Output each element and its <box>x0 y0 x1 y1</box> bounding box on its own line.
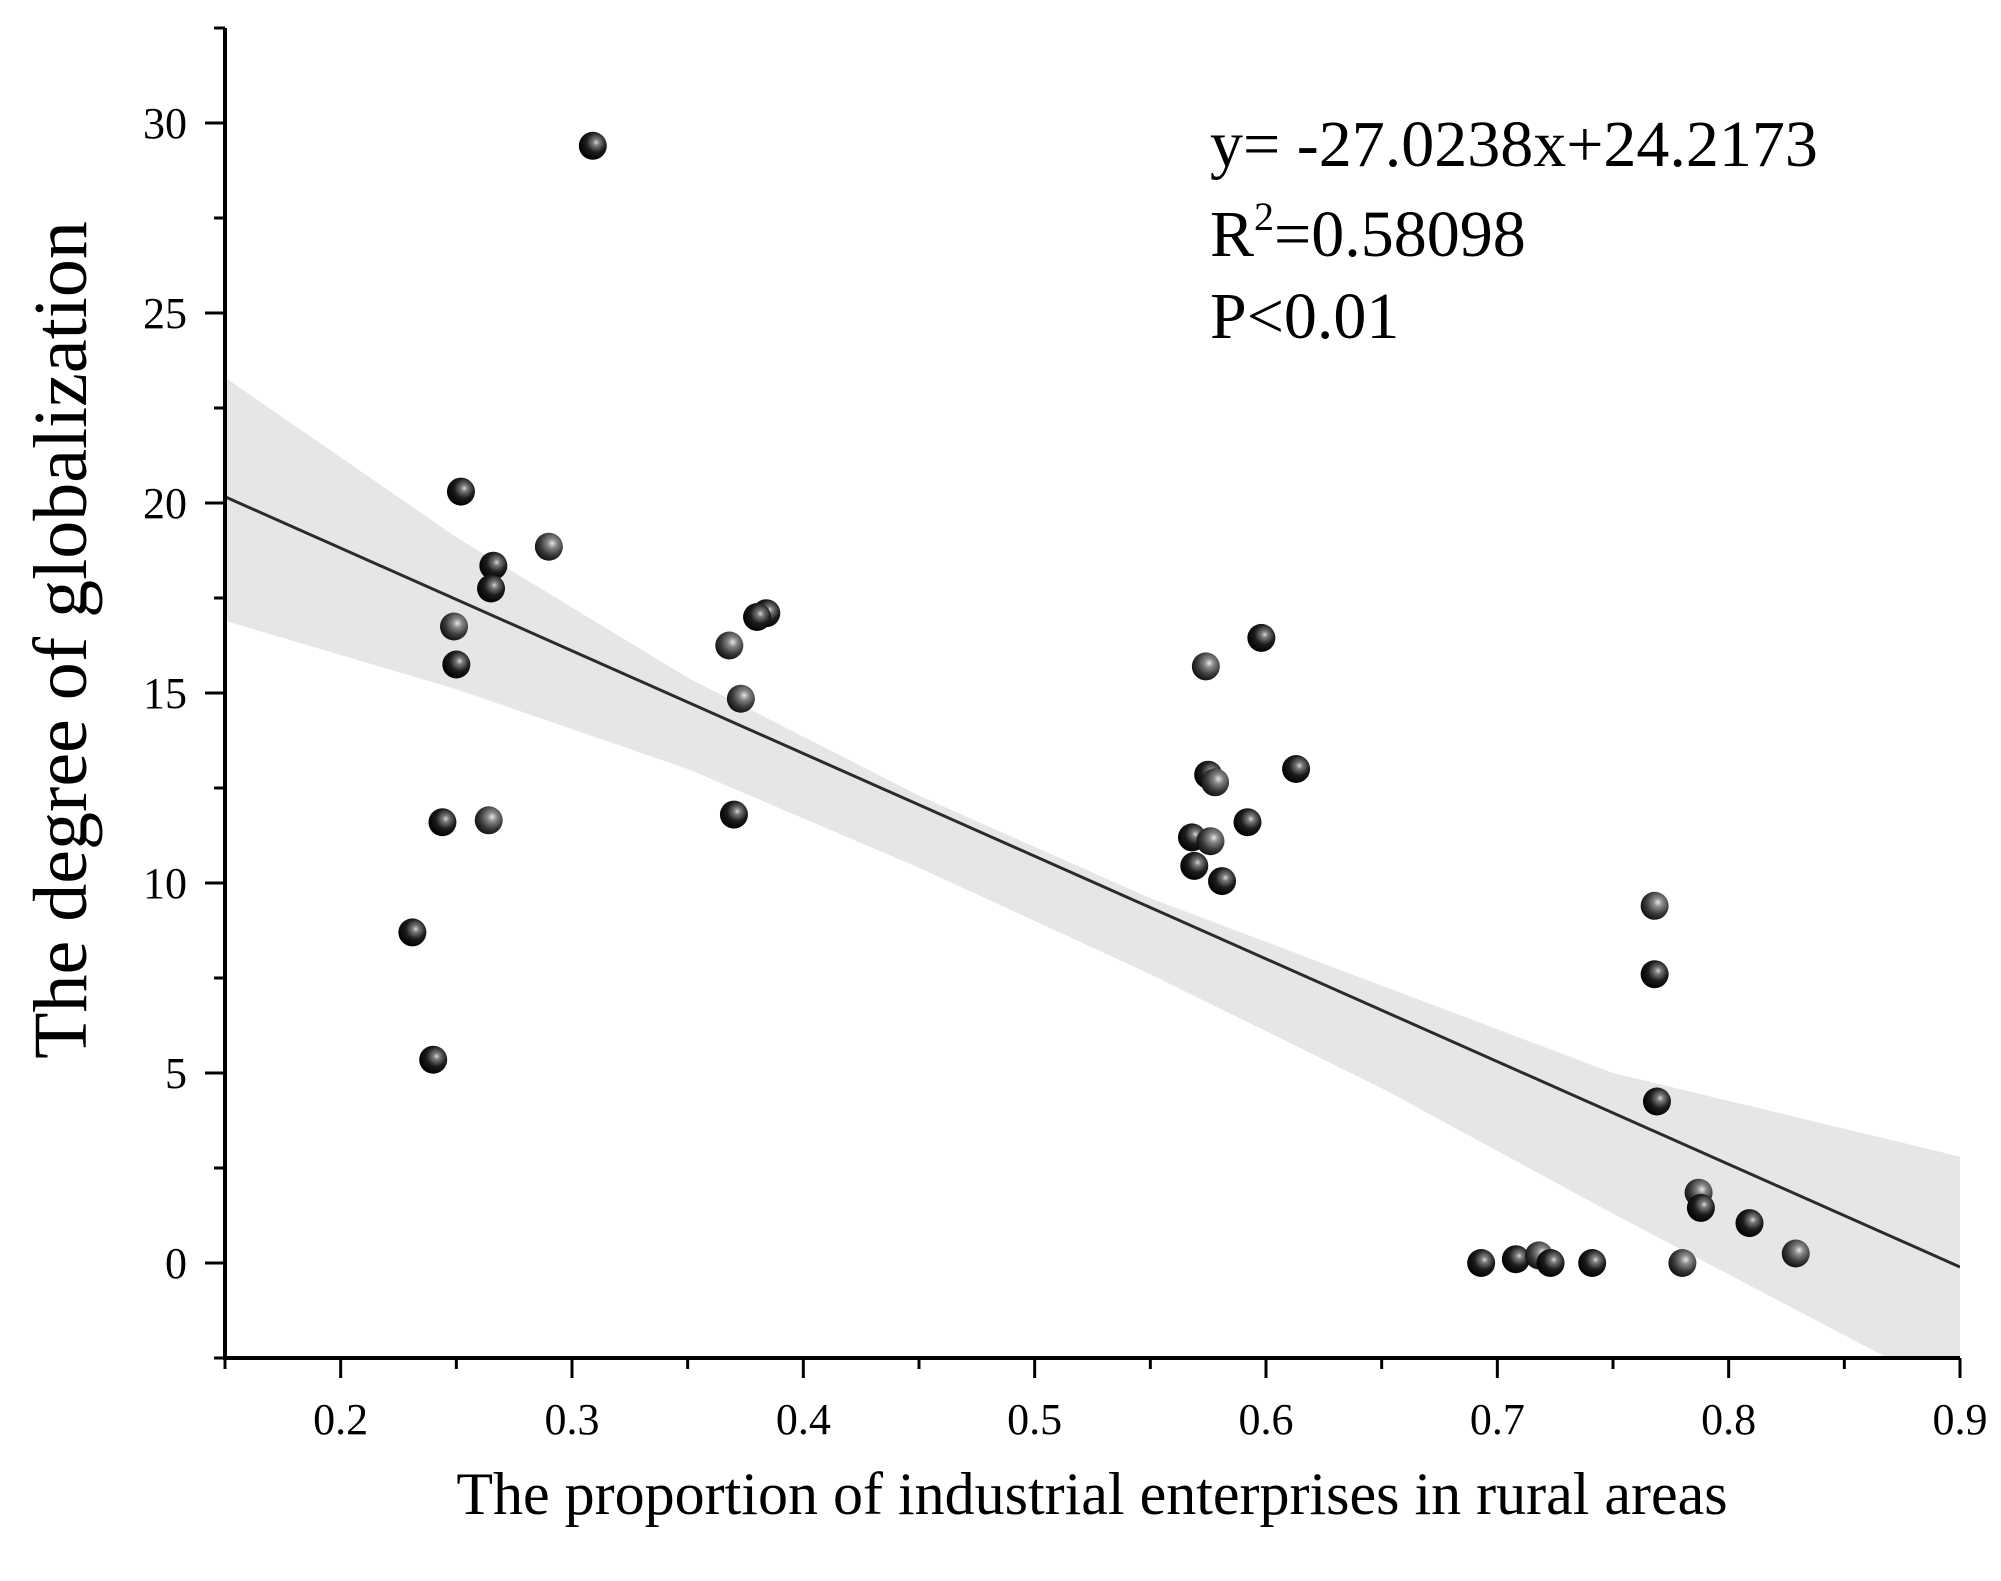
r-squared-label: R2=0.58098 <box>1210 194 1526 271</box>
data-point <box>578 131 607 160</box>
data-point <box>442 650 471 679</box>
regression-line <box>225 495 1960 1269</box>
confidence-band-layer <box>225 377 1960 1358</box>
r-squared-prefix: R <box>1210 198 1254 271</box>
x-tick-label: 0.4 <box>776 1395 831 1444</box>
x-tick-label: 0.6 <box>1239 1395 1294 1444</box>
r-squared-exponent: 2 <box>1254 194 1274 239</box>
data-point <box>1686 1193 1715 1222</box>
data-point <box>715 631 744 660</box>
data-point <box>477 574 506 603</box>
data-point <box>1578 1249 1607 1277</box>
y-tick-label: 0 <box>165 1239 187 1288</box>
confidence-band <box>225 377 1960 1358</box>
r-squared-value: =0.58098 <box>1274 198 1526 271</box>
data-point <box>1640 960 1669 989</box>
data-point <box>1191 652 1220 681</box>
data-points-layer <box>398 131 1810 1277</box>
data-point <box>440 612 469 641</box>
data-point <box>1233 808 1262 837</box>
x-axis-title: The proportion of industrial enterprises… <box>456 1461 1727 1527</box>
data-point <box>1282 755 1311 783</box>
data-point <box>726 684 755 713</box>
x-tick-label: 0.9 <box>1933 1395 1988 1444</box>
regression-equation: y= -27.0238x+24.2173 <box>1210 108 1818 181</box>
axes-layer: 0.2 0.3 0.4 0.5 0.6 0.7 0.8 0.9 0 5 10 15 20 25 30 <box>143 26 1988 1444</box>
x-tick-label: 0.3 <box>545 1395 600 1444</box>
data-point <box>479 551 508 580</box>
regression-line-layer <box>225 495 1960 1269</box>
data-point <box>719 800 748 829</box>
data-point <box>1247 623 1276 652</box>
data-point <box>419 1045 448 1074</box>
data-point <box>743 603 772 631</box>
y-tick-label: 30 <box>143 99 187 148</box>
data-point <box>1536 1249 1565 1277</box>
data-point <box>428 808 457 837</box>
y-tick-label: 25 <box>143 289 187 338</box>
x-tick-label: 0.2 <box>313 1395 368 1444</box>
data-point <box>1640 891 1669 920</box>
y-tick-label: 20 <box>143 479 187 528</box>
x-tick-label: 0.7 <box>1470 1395 1525 1444</box>
x-tick-label: 0.8 <box>1701 1395 1756 1444</box>
data-point <box>1642 1087 1671 1116</box>
data-point <box>446 477 475 506</box>
data-point <box>398 918 427 947</box>
data-point <box>1781 1239 1810 1268</box>
data-point <box>1208 867 1237 896</box>
data-point <box>1196 827 1225 856</box>
data-point <box>1501 1245 1530 1274</box>
data-point <box>474 806 503 835</box>
data-point <box>1467 1249 1496 1277</box>
data-point <box>1668 1249 1697 1277</box>
data-point <box>1735 1209 1764 1238</box>
y-tick-label: 5 <box>165 1049 187 1098</box>
x-tick-label: 0.5 <box>1007 1395 1062 1444</box>
y-axis-title: The degree of globalization <box>19 221 103 1059</box>
y-tick-label: 10 <box>143 859 187 908</box>
data-point <box>1201 768 1230 797</box>
data-point <box>534 532 563 561</box>
p-value-label: P<0.01 <box>1210 280 1399 353</box>
data-point <box>1180 851 1209 880</box>
y-tick-label: 15 <box>143 669 187 718</box>
